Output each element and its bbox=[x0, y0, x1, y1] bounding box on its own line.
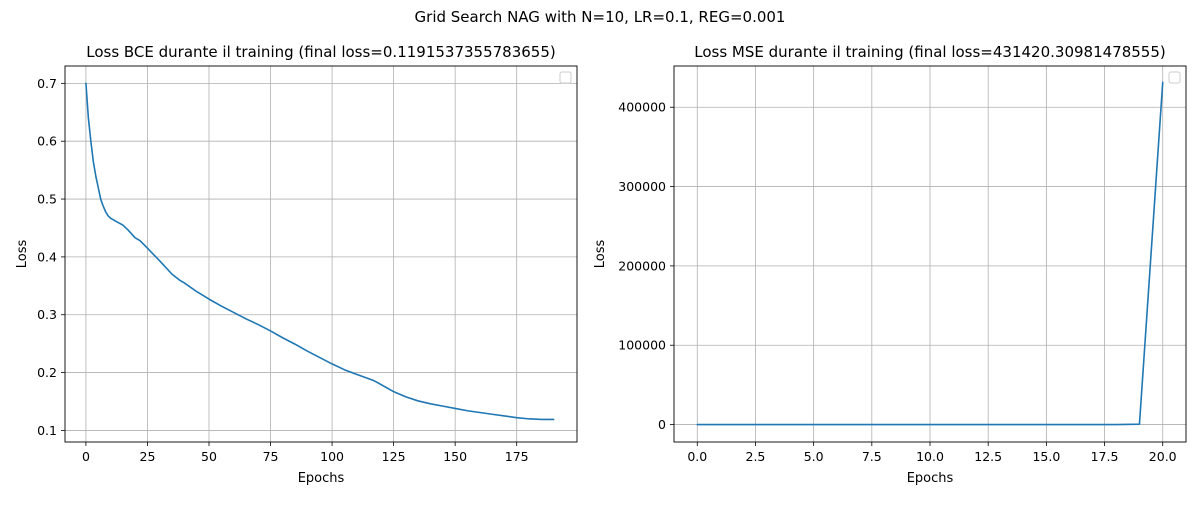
mse-y-tick-label: 400000 bbox=[618, 100, 666, 115]
bce-x-tick-label: 75 bbox=[263, 449, 279, 464]
bce-y-tick-label: 0.2 bbox=[37, 365, 57, 380]
bce-legend-box bbox=[559, 71, 572, 84]
mse-y-axis-label: Loss bbox=[593, 240, 608, 269]
mse-loss-panel: 0.0 2.5 5.0 7.5 10.0 12.5 15.0 17.5 20.0 0 100000 2… bbox=[593, 43, 1187, 486]
mse-legend-box bbox=[1168, 71, 1181, 84]
bce-x-tick-label: 125 bbox=[382, 449, 406, 464]
mse-loss-line bbox=[696, 81, 1164, 426]
mse-x-tick-label: 12.5 bbox=[974, 449, 1002, 464]
bce-loss-panel: 0 25 50 75 100 125 150 175 0.1 0.2 0.3 0.4 0.5 0.6 0.7… bbox=[15, 43, 578, 486]
mse-x-tick-label: 0.0 bbox=[687, 449, 707, 464]
figure-suptitle: Grid Search NAG with N=10, LR=0.1, REG=0… bbox=[415, 8, 786, 26]
bce-x-axis-label: Epochs bbox=[298, 471, 345, 486]
mse-x-tick-label: 2.5 bbox=[746, 449, 766, 464]
bce-y-axis-label: Loss bbox=[15, 240, 30, 269]
mse-x-tick-label: 5.0 bbox=[804, 449, 824, 464]
bce-x-tick-label: 150 bbox=[443, 449, 467, 464]
mse-y-tick-label: 300000 bbox=[618, 179, 666, 194]
mse-x-tick-label: 10.0 bbox=[916, 449, 944, 464]
mse-y-tick-label: 0 bbox=[658, 417, 666, 432]
mse-y-tick-label: 200000 bbox=[618, 258, 666, 273]
bce-loss-line bbox=[85, 82, 555, 421]
bce-y-tick-label: 0.5 bbox=[37, 192, 57, 207]
bce-axes-frame bbox=[64, 65, 578, 443]
bce-x-tick-label: 100 bbox=[320, 449, 344, 464]
bce-chart-title: Loss BCE durante il training (final loss… bbox=[86, 43, 556, 61]
mse-chart-title: Loss MSE durante il training (final loss… bbox=[694, 43, 1165, 61]
mse-x-axis-label: Epochs bbox=[907, 471, 954, 486]
mse-x-tick-label: 17.5 bbox=[1091, 449, 1119, 464]
mse-x-tick-label: 20.0 bbox=[1149, 449, 1177, 464]
mse-y-tick-label: 100000 bbox=[618, 338, 666, 353]
bce-x-tick-label: 25 bbox=[140, 449, 156, 464]
mse-x-tick-label: 15.0 bbox=[1032, 449, 1060, 464]
bce-x-tick-label: 175 bbox=[505, 449, 529, 464]
mse-x-tick-label: 7.5 bbox=[862, 449, 882, 464]
bce-y-tick-label: 0.7 bbox=[37, 76, 57, 91]
bce-x-tick-label: 0 bbox=[82, 449, 90, 464]
bce-y-tick-label: 0.3 bbox=[37, 307, 57, 322]
bce-y-tick-label: 0.4 bbox=[37, 249, 57, 264]
bce-x-tick-label: 50 bbox=[201, 449, 217, 464]
bce-y-tick-label: 0.1 bbox=[37, 423, 57, 438]
bce-y-tick-label: 0.6 bbox=[37, 134, 57, 149]
